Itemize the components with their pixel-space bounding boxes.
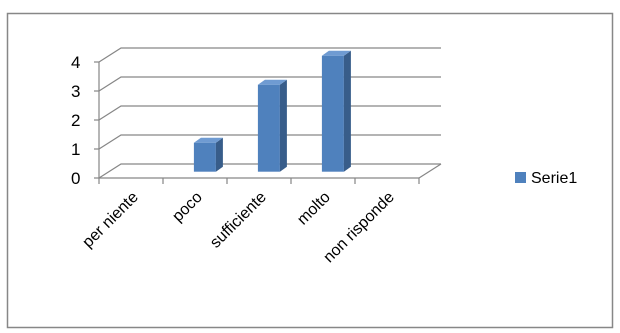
bar-side bbox=[343, 50, 351, 172]
bar-side bbox=[279, 79, 287, 172]
bar-front bbox=[193, 142, 216, 172]
bar-top bbox=[257, 79, 287, 85]
bar-front bbox=[321, 55, 344, 172]
y-tick-label: 1 bbox=[71, 140, 80, 159]
bar-top bbox=[193, 137, 223, 143]
bar-sufficiente bbox=[257, 79, 287, 172]
bar-molto bbox=[321, 50, 351, 172]
y-tick-label: 3 bbox=[71, 82, 80, 101]
floor-right-edge bbox=[418, 163, 442, 179]
y-tick-label: 0 bbox=[71, 169, 80, 188]
legend-swatch-serie1 bbox=[515, 172, 526, 183]
axes bbox=[94, 61, 442, 184]
bar-side bbox=[215, 137, 223, 172]
legend: Serie1 bbox=[515, 170, 577, 187]
gridline bbox=[98, 47, 441, 63]
bar-top bbox=[321, 50, 351, 56]
bar-poco bbox=[193, 137, 223, 172]
y-tick-label: 2 bbox=[71, 111, 80, 130]
legend-label-serie1: Serie1 bbox=[531, 170, 577, 187]
bar-front bbox=[257, 84, 280, 172]
chart-frame bbox=[6, 12, 614, 329]
bars bbox=[193, 50, 351, 172]
y-tick-label: 4 bbox=[71, 53, 80, 72]
